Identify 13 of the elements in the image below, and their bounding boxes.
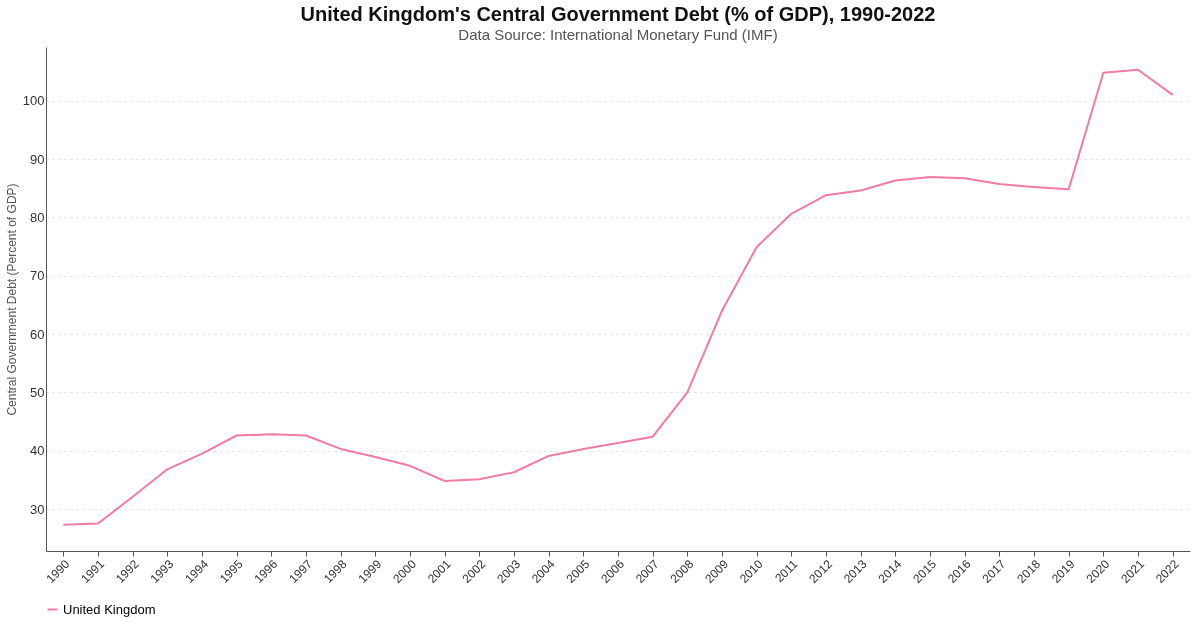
y-tick-label: 60 <box>30 326 45 342</box>
chart-title: United Kingdom's Central Government Debt (% of GDP), 1990-2022 <box>300 3 936 25</box>
chart-subtitle: Data Source: International Monetary Fund (IMF) <box>458 26 778 43</box>
y-axis-title: Central Government Debt (Percent of GDP) <box>4 183 19 416</box>
y-tick-label: 90 <box>30 151 45 167</box>
legend-label: United Kingdom <box>63 601 156 617</box>
y-tick-label: 50 <box>30 384 45 400</box>
y-tick-label: 30 <box>30 501 45 517</box>
line-series <box>62 68 1174 526</box>
y-tick-label: 70 <box>30 268 45 284</box>
y-tick-label: 100 <box>22 93 45 109</box>
y-tick-label: 40 <box>30 443 45 459</box>
y-tick-label: 80 <box>30 209 45 225</box>
